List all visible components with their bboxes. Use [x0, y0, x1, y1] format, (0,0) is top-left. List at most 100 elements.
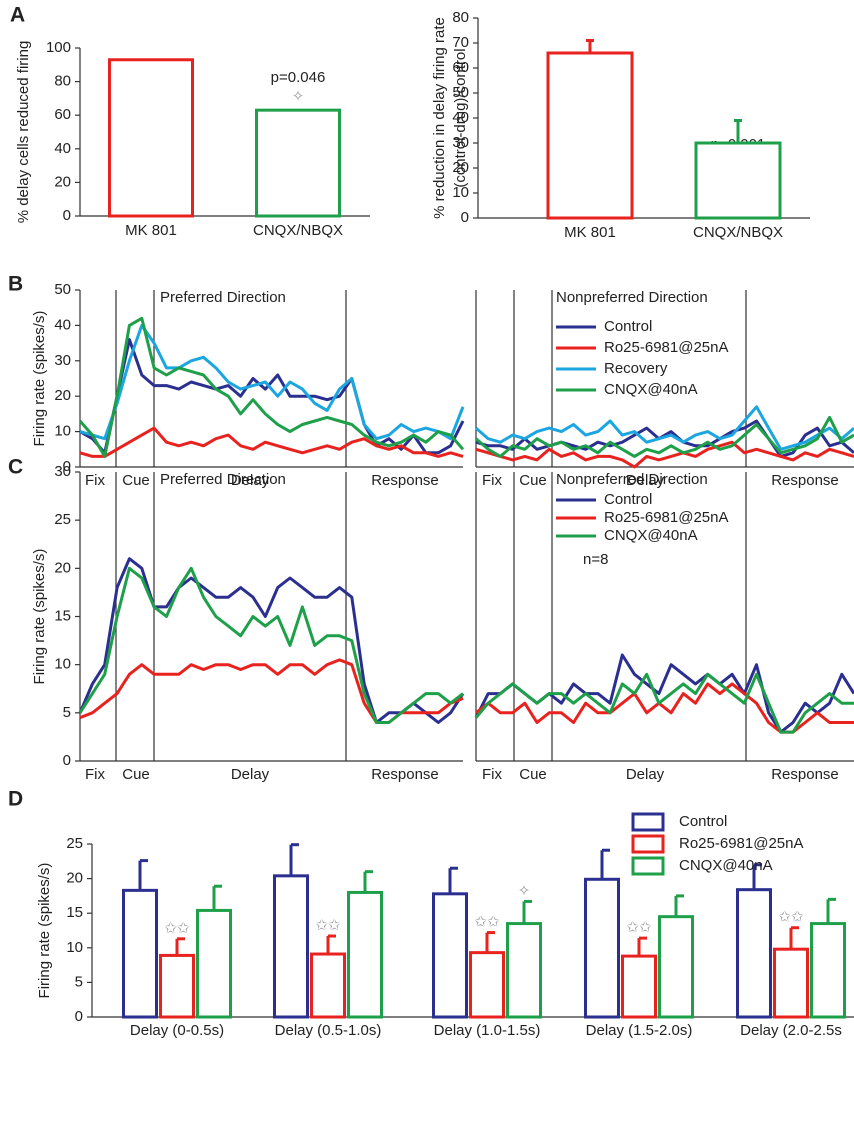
legend-label: Ro25-6981@25nA: [604, 339, 728, 356]
y-axis-label: Firing rate (spikes/s): [31, 311, 48, 447]
epoch-label: Delay: [626, 766, 665, 783]
y-tick-label: 60: [54, 106, 71, 123]
bar: [108, 58, 194, 218]
panel-letter: D: [8, 788, 23, 811]
x-tick-label: Delay (2.0-2.5s: [740, 1022, 842, 1039]
series-line: [474, 672, 854, 734]
legend-label: Ro25-6981@25nA: [604, 509, 728, 526]
legend-label: CNQX@40nA: [679, 857, 773, 874]
legend-label: Control: [604, 491, 652, 508]
y-tick-label: 5: [75, 973, 83, 990]
significance-star: ✧: [518, 882, 531, 899]
significance-star: ✧: [292, 88, 305, 105]
bar: [273, 874, 309, 1019]
bar: [621, 954, 657, 1019]
bar: [122, 888, 158, 1019]
epoch-label: Fix: [85, 766, 105, 783]
y-axis-label: (control-drug)/control: [452, 48, 469, 187]
y-tick-label: 0: [63, 458, 71, 475]
y-tick-label: 40: [54, 316, 71, 333]
y-tick-label: 0: [461, 209, 469, 226]
x-tick-label: CNQX/NBQX: [693, 224, 783, 241]
y-tick-label: 0: [75, 1008, 83, 1025]
y-tick-label: 25: [54, 511, 71, 528]
epoch-label: Delay: [231, 472, 270, 489]
y-tick-label: 5: [63, 704, 71, 721]
y-tick-label: 20: [66, 870, 83, 887]
y-tick-label: 20: [54, 173, 71, 190]
epoch-label: Cue: [519, 766, 547, 783]
y-tick-label: 50: [452, 84, 469, 101]
y-tick-label: 60: [452, 59, 469, 76]
legend-label: CNQX@40nA: [604, 381, 698, 398]
legend-label: Ro25-6981@25nA: [679, 835, 803, 852]
subplot-title: Preferred Direction: [160, 471, 286, 488]
bar: [658, 915, 694, 1019]
bar: [810, 922, 846, 1019]
bar: [506, 922, 542, 1019]
y-tick-label: 30: [54, 463, 71, 480]
legend-label: Control: [604, 318, 652, 335]
epoch-label: Response: [371, 766, 439, 783]
y-tick-label: 40: [54, 140, 71, 157]
y-tick-label: 80: [452, 9, 469, 26]
bar: [255, 108, 341, 218]
y-tick-label: 30: [54, 352, 71, 369]
series-line: [475, 405, 854, 451]
epoch-label: Response: [371, 472, 439, 489]
bar: [694, 141, 782, 220]
series-line: [475, 440, 854, 469]
bar: [159, 953, 195, 1019]
y-tick-label: 20: [54, 387, 71, 404]
annotation: p=0.046: [271, 69, 326, 86]
y-axis-label: Firing rate (spikes/s): [31, 549, 48, 685]
x-tick-label: Delay (1.0-1.5s): [434, 1022, 541, 1039]
epoch-label: Delay: [231, 766, 270, 783]
x-tick-label: Delay (0-0.5s): [130, 1022, 224, 1039]
series-line: [79, 658, 464, 724]
y-tick-label: 40: [452, 109, 469, 126]
y-tick-label: 30: [452, 134, 469, 151]
x-tick-label: CNQX/NBQX: [253, 222, 343, 239]
significance-star: ✩✩: [315, 917, 341, 934]
y-tick-label: 25: [66, 835, 83, 852]
series-line: [79, 426, 464, 458]
y-axis-label: Firing rate (spikes/s): [36, 863, 53, 999]
significance-star: ✩✩: [474, 914, 500, 931]
x-tick-label: Delay (0.5-1.0s): [275, 1022, 382, 1039]
series-line: [475, 415, 854, 458]
y-tick-label: 0: [63, 207, 71, 224]
y-tick-label: 15: [54, 607, 71, 624]
bar: [432, 892, 468, 1019]
y-tick-label: 70: [452, 34, 469, 51]
series-line: [475, 419, 854, 458]
y-tick-label: 0: [63, 752, 71, 769]
y-tick-label: 100: [46, 39, 71, 56]
legend-label: Control: [679, 813, 727, 830]
panel-letter: C: [8, 456, 23, 479]
legend-swatch: [631, 812, 665, 832]
bar: [469, 951, 505, 1019]
x-tick-label: Delay (1.5-2.0s): [586, 1022, 693, 1039]
series-line: [474, 653, 854, 734]
epoch-label: Fix: [482, 472, 502, 489]
x-tick-label: MK 801: [125, 222, 177, 239]
series-line: [78, 557, 465, 724]
bar: [546, 51, 634, 220]
epoch-label: Cue: [122, 766, 150, 783]
series-line: [79, 338, 465, 455]
panel-letter: B: [8, 273, 23, 296]
annotation: n=8: [583, 551, 608, 568]
significance-star: ✩✩: [626, 919, 652, 936]
y-tick-label: 10: [54, 423, 71, 440]
y-tick-label: 80: [54, 73, 71, 90]
legend-swatch: [631, 834, 665, 854]
y-tick-label: 50: [54, 281, 71, 298]
y-tick-label: 10: [66, 939, 83, 956]
epoch-label: Cue: [122, 472, 150, 489]
bar: [736, 888, 772, 1019]
legend-label: CNQX@40nA: [604, 527, 698, 544]
subplot-title: Nonpreferred Direction: [556, 289, 708, 306]
significance-star: ✩✩: [778, 909, 804, 926]
bar: [347, 890, 383, 1019]
